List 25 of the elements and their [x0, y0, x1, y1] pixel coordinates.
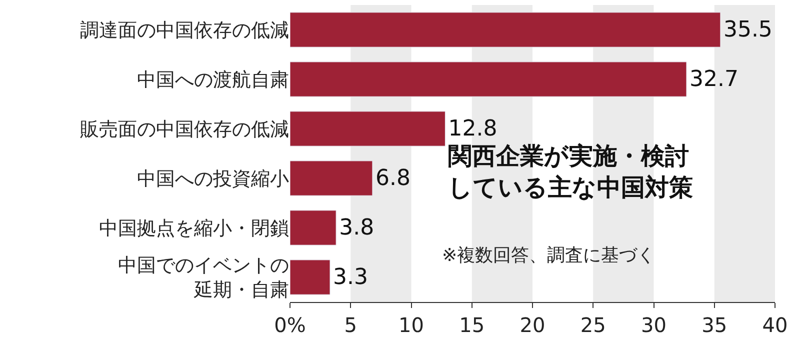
- x-tick-label: 40: [762, 313, 788, 337]
- data-label: 32.7: [689, 66, 738, 92]
- data-label: 12.8: [448, 116, 498, 142]
- x-tick-label: 5: [344, 313, 357, 337]
- x-tick-label: 15: [459, 313, 485, 337]
- y-tick-label: 販売面の中国依存の低減: [80, 118, 289, 140]
- annotation: ※複数回答、調査に基づく: [442, 245, 656, 266]
- x-tick-label: 20: [520, 313, 546, 337]
- text: 関西企業が実施・検討している主な中国対策: [448, 142, 693, 202]
- y-tick-label: 中国への渡航自粛: [137, 68, 289, 91]
- y-tick-label: 調達面の中国依存の低減: [80, 19, 289, 42]
- x-tick-label: 25: [580, 313, 606, 337]
- data-label: 35.5: [723, 17, 772, 42]
- data-label: 3.8: [339, 215, 374, 240]
- x-tick-label: 30: [641, 313, 666, 337]
- bar: [290, 260, 330, 295]
- x-tick-label: 10: [398, 313, 424, 337]
- x-tick-label: 35: [702, 313, 728, 337]
- data-label: 3.3: [333, 264, 368, 290]
- bar: [290, 210, 336, 246]
- y-tick-label: 中国拠点を縮小・閉鎖: [99, 217, 289, 240]
- x-tick-label: 0%: [274, 313, 306, 337]
- data-label: 6.8: [375, 166, 410, 191]
- y-tick-label: 中国への投資縮小: [137, 168, 289, 190]
- y-tick-label: 中国でのイベントの延期・自粛: [118, 254, 289, 302]
